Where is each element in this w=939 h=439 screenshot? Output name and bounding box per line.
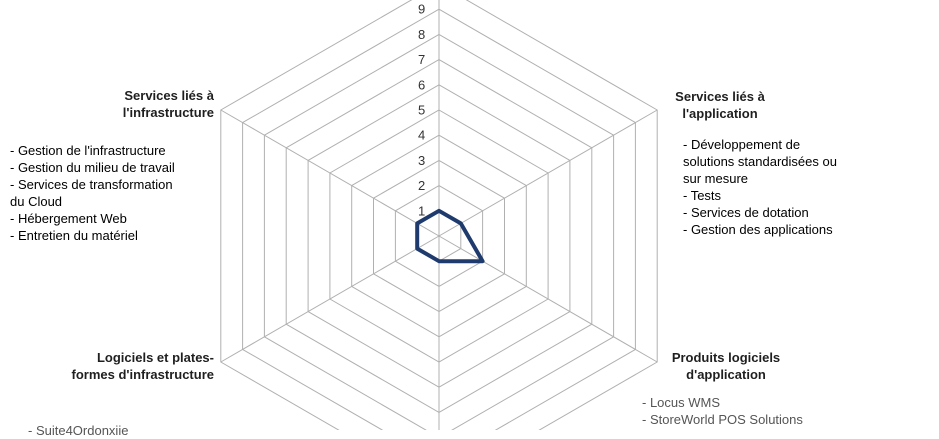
application-products-list: - Locus WMS - StoreWorld POS Solutions: [642, 394, 803, 428]
list-item: - Hébergement Web: [10, 211, 127, 226]
list-item: solutions standardisées ou: [683, 154, 837, 169]
list-item: - Locus WMS: [642, 395, 721, 410]
tick-label: 5: [418, 103, 425, 118]
list-item: - Gestion du milieu de travail: [10, 160, 175, 175]
list-item: - Gestion des applications: [683, 222, 833, 237]
radar-series-polygon: [415, 208, 485, 264]
list-item: - Services de transformation: [10, 177, 173, 192]
list-item: - Entretien du matériel: [10, 228, 138, 243]
tick-label: 6: [418, 77, 425, 92]
infrastructure-software-list: - Suite4Ordonxiie: [28, 422, 128, 439]
radar-chart: 1 2 3 4 5 6 7 8 9: [220, 0, 658, 430]
axis-title-infrastructure-services: Services liés à l'infrastructure: [122, 88, 214, 120]
spoke-line: [220, 109, 440, 237]
spoke-line: [220, 235, 440, 363]
list-item: sur mesure: [683, 171, 749, 186]
tick-label: 2: [418, 178, 425, 193]
axis-title-application-services: Services liés à l'application: [675, 89, 765, 121]
radar-tick-labels: 1 2 3 4 5 6 7 8 9: [418, 2, 425, 219]
list-item: - Gestion de l'infrastructure: [10, 143, 166, 158]
tick-label: 7: [418, 52, 425, 67]
tick-label: 9: [418, 2, 425, 17]
axis-title-application-products: Produits logiciels d'application: [671, 350, 781, 382]
axis-title-infrastructure-software: Logiciels et plates- formes d'infrastruc…: [71, 350, 214, 382]
tick-label: 1: [418, 203, 425, 218]
list-item: - Suite4Ordonxiie: [28, 423, 129, 438]
list-item: - Développement de: [683, 137, 801, 152]
spoke-line: [438, 109, 658, 237]
list-item: - Services de dotation: [683, 205, 809, 220]
tick-label: 4: [418, 128, 425, 143]
application-services-list: - Développement de solutions standardisé…: [683, 136, 837, 238]
infrastructure-services-list: - Gestion de l'infrastructure - Gestion …: [10, 142, 175, 244]
list-item: - StoreWorld POS Solutions: [642, 412, 803, 427]
tick-label: 3: [418, 153, 425, 168]
spoke-line: [438, 235, 658, 363]
list-item: - Tests: [683, 188, 722, 203]
tick-label: 8: [418, 27, 425, 42]
list-item: du Cloud: [10, 194, 63, 209]
radar-grid: [220, 0, 658, 430]
